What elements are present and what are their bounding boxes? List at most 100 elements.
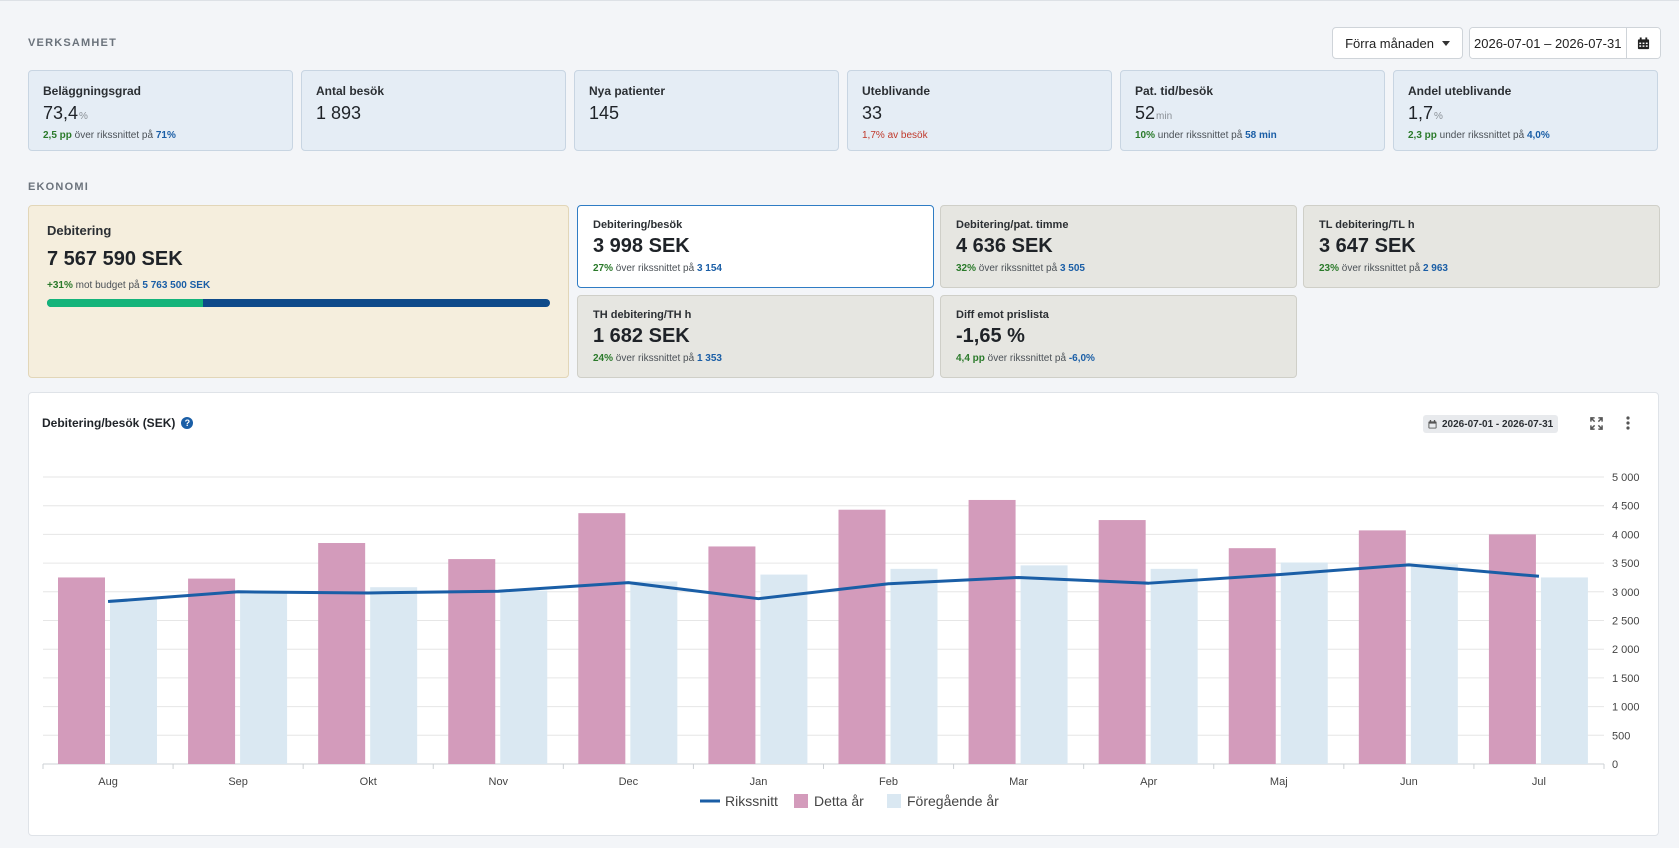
kpi-title: Andel uteblivande bbox=[1408, 84, 1512, 98]
bar-foregaende-ar bbox=[240, 591, 288, 764]
bar-detta-ar bbox=[448, 559, 496, 764]
kpi-value: 145 bbox=[589, 103, 620, 123]
y-tick-label: 1 500 bbox=[1612, 673, 1640, 685]
chart-card: 5 000 4 500 4 000 3 500 3 000 2 500 2 000 1 500… bbox=[28, 392, 1659, 836]
chart-date-badge: 2026-07-01 - 2026-07-31 bbox=[1423, 415, 1559, 433]
kpi-card-debitering-pat-timme[interactable]: Debitering/pat. timme 4 636 SEK 32% över… bbox=[940, 205, 1297, 288]
eco-subtext: 32% över rikssnittet på 3 505 bbox=[956, 263, 1085, 274]
calendar-icon bbox=[1428, 419, 1437, 429]
eco-value: 4 636 SEK bbox=[956, 235, 1053, 257]
kpi-card-nya-patienter[interactable]: Nya patienter 145 bbox=[574, 70, 839, 151]
debitering-title: Debitering bbox=[47, 223, 112, 238]
bar-detta-ar bbox=[58, 577, 105, 764]
kpi-value: 73,4% bbox=[43, 103, 88, 123]
bar-foregaende-ar bbox=[1280, 562, 1328, 764]
bar-foregaende-ar bbox=[1020, 565, 1068, 764]
kpi-value: 1 893 bbox=[316, 103, 362, 123]
calendar-button[interactable] bbox=[1626, 28, 1660, 58]
x-tick-label: Aug bbox=[98, 776, 118, 788]
y-tick-label: 3 000 bbox=[1612, 587, 1640, 599]
question-circle-icon[interactable]: ? bbox=[181, 417, 194, 429]
x-tick-label: Jan bbox=[750, 776, 768, 788]
kpi-card-antal-besok[interactable]: Antal besök 1 893 bbox=[301, 70, 566, 151]
period-dropdown[interactable]: Förra månaden bbox=[1332, 27, 1463, 59]
kpi-title: Beläggningsgrad bbox=[43, 84, 142, 98]
date-controls: Förra månaden bbox=[1332, 27, 1661, 59]
kpi-value: 1,7% bbox=[1408, 103, 1443, 123]
legend-label: Rikssnitt bbox=[725, 793, 778, 809]
eco-title: Debitering/pat. timme bbox=[956, 219, 1069, 231]
kpi-subtext: 10% under rikssnittet på 58 min bbox=[1135, 130, 1277, 141]
y-tick-label: 3 500 bbox=[1612, 558, 1640, 570]
bar-foregaende-ar bbox=[1410, 564, 1458, 764]
date-range-input[interactable] bbox=[1470, 28, 1626, 58]
eco-title: Diff emot prislista bbox=[956, 309, 1049, 321]
budget-progress-bar bbox=[47, 299, 550, 307]
y-tick-label: 1 000 bbox=[1612, 702, 1640, 714]
y-tick-label: 4 000 bbox=[1612, 529, 1640, 541]
kpi-card-tl-debitering[interactable]: TL debitering/TL h 3 647 SEK 23% över ri… bbox=[1303, 205, 1660, 288]
y-tick-label: 4 500 bbox=[1612, 501, 1640, 513]
section-label-verksamhet: VERKSAMHET bbox=[28, 37, 118, 49]
kpi-title: Pat. tid/besök bbox=[1135, 84, 1214, 98]
date-range-group bbox=[1469, 27, 1661, 59]
kpi-card-debitering-besok[interactable]: Debitering/besök 3 998 SEK 27% över riks… bbox=[577, 205, 934, 288]
eco-value: -1,65 % bbox=[956, 325, 1025, 347]
kpi-card-andel-uteblivande[interactable]: Andel uteblivande 1,7% 2,3 pp under riks… bbox=[1393, 70, 1658, 151]
y-tick-label: 0 bbox=[1612, 759, 1618, 771]
kpi-title: Antal besök bbox=[316, 84, 385, 98]
kpi-card-uteblivande[interactable]: Uteblivande 33 1,7% av besök bbox=[847, 70, 1112, 151]
x-tick-label: Maj bbox=[1270, 776, 1288, 788]
kpi-card-diff-prislista[interactable]: Diff emot prislista -1,65 % 4,4 pp över … bbox=[940, 295, 1297, 378]
bar-detta-ar bbox=[1228, 548, 1276, 764]
more-vertical-icon[interactable] bbox=[1618, 413, 1638, 433]
kpi-card-belaggningsgrad[interactable]: Beläggningsgrad 73,4% 2,5 pp över rikssn… bbox=[28, 70, 293, 151]
kpi-subtext: 2,3 pp under rikssnittet på 4,0% bbox=[1408, 130, 1550, 141]
y-tick-label: 500 bbox=[1612, 730, 1630, 742]
eco-value: 1 682 SEK bbox=[593, 325, 690, 347]
chart-title-text: Debitering/besök (SEK) bbox=[42, 416, 176, 430]
kpi-title: Uteblivande bbox=[862, 84, 931, 98]
legend-marker-detta-ar bbox=[794, 794, 808, 808]
line-rikssnitt bbox=[107, 563, 1540, 604]
y-tick-label: 2 500 bbox=[1612, 616, 1640, 628]
y-tick-label: 5 000 bbox=[1612, 472, 1640, 484]
kpi-subtext: 2,5 pp över rikssnittet på 71% bbox=[43, 130, 176, 141]
eco-value: 3 647 SEK bbox=[1319, 235, 1416, 257]
bar-detta-ar bbox=[968, 499, 1016, 764]
legend-label: Föregående år bbox=[907, 793, 999, 809]
expand-icon[interactable] bbox=[1586, 413, 1606, 433]
kpi-card-pat-tid-besok[interactable]: Pat. tid/besök 52min 10% under rikssnitt… bbox=[1120, 70, 1385, 151]
bar-foregaende-ar bbox=[370, 587, 418, 764]
bar-detta-ar bbox=[708, 546, 756, 764]
debitering-value: 7 567 590 SEK bbox=[47, 248, 183, 270]
section-label-ekonomi: EKONOMI bbox=[28, 181, 89, 193]
bar-detta-ar bbox=[318, 543, 366, 764]
x-tick-label: Nov bbox=[489, 776, 509, 788]
bar-foregaende-ar bbox=[890, 568, 938, 764]
x-tick-label: Jun bbox=[1400, 776, 1418, 788]
x-tick-label: Okt bbox=[360, 776, 377, 788]
eco-title: Debitering/besök bbox=[593, 219, 683, 231]
bar-foregaende-ar bbox=[500, 590, 548, 764]
x-tick-label: Jul bbox=[1532, 776, 1546, 788]
bar-foregaende-ar bbox=[760, 574, 808, 764]
kpi-card-th-debitering[interactable]: TH debitering/TH h 1 682 SEK 24% över ri… bbox=[577, 295, 934, 378]
bar-detta-ar bbox=[838, 509, 886, 764]
kpi-card-debitering[interactable]: Debitering 7 567 590 SEK +31% mot budget… bbox=[28, 205, 569, 378]
period-label: Förra månaden bbox=[1345, 35, 1434, 51]
x-tick-label: Dec bbox=[619, 776, 639, 788]
kpi-value: 33 bbox=[862, 103, 883, 123]
eco-subtext: 4,4 pp över rikssnittet på -6,0% bbox=[956, 353, 1095, 364]
eco-title: TH debitering/TH h bbox=[593, 309, 692, 321]
x-tick-label: Sep bbox=[228, 776, 248, 788]
x-tick-label: Feb bbox=[879, 776, 898, 788]
bar-detta-ar bbox=[188, 578, 236, 764]
caret-down-icon bbox=[1442, 40, 1450, 46]
legend-label: Detta år bbox=[814, 793, 864, 809]
bar-detta-ar bbox=[1488, 534, 1536, 764]
legend-marker-foregaende-ar bbox=[887, 794, 901, 808]
bar-foregaende-ar bbox=[630, 581, 678, 764]
kpi-title: Nya patienter bbox=[589, 84, 666, 98]
kpi-subtext: 1,7% av besök bbox=[862, 130, 928, 141]
